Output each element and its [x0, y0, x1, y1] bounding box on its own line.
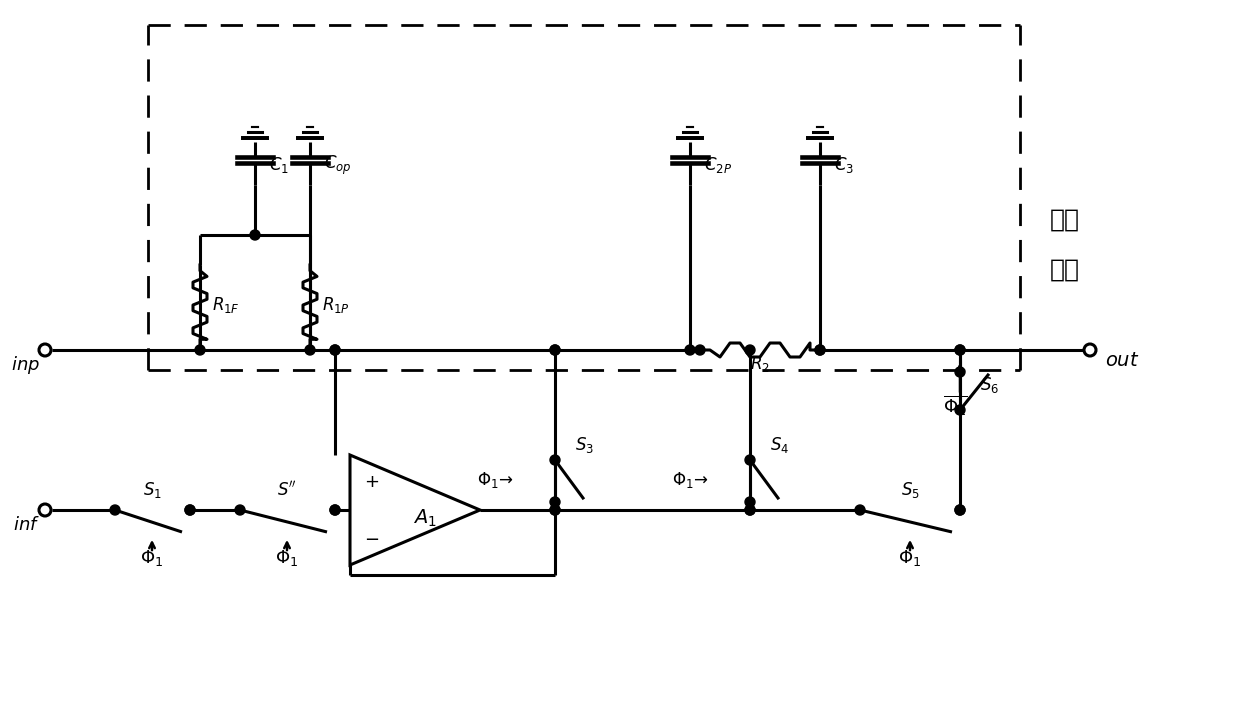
Circle shape — [38, 344, 51, 356]
Circle shape — [185, 505, 195, 515]
Text: $\Phi_1\!\rightarrow$: $\Phi_1\!\rightarrow$ — [672, 470, 708, 490]
Circle shape — [745, 505, 755, 515]
Circle shape — [305, 345, 315, 355]
Circle shape — [856, 505, 866, 515]
Text: $C_{2P}$: $C_{2P}$ — [704, 155, 732, 175]
Text: $+$: $+$ — [365, 473, 379, 491]
Circle shape — [815, 345, 825, 355]
Text: $C_{op}$: $C_{op}$ — [324, 153, 352, 176]
Text: $S_1$: $S_1$ — [143, 480, 161, 500]
Circle shape — [236, 505, 246, 515]
Circle shape — [955, 505, 965, 515]
Circle shape — [815, 345, 825, 355]
Text: $\overline{\Phi_1}$: $\overline{\Phi_1}$ — [942, 393, 967, 417]
Circle shape — [684, 345, 694, 355]
Circle shape — [330, 345, 340, 355]
Circle shape — [1084, 344, 1096, 356]
Text: $out$: $out$ — [1105, 350, 1140, 369]
Text: $inp$: $inp$ — [11, 354, 40, 376]
Circle shape — [955, 405, 965, 415]
Circle shape — [745, 497, 755, 507]
Circle shape — [551, 497, 560, 507]
Circle shape — [250, 230, 260, 240]
Text: $\Phi_1$: $\Phi_1$ — [899, 548, 921, 568]
Circle shape — [745, 345, 755, 355]
Text: 三阶: 三阶 — [1050, 258, 1080, 282]
Text: $S_4$: $S_4$ — [770, 435, 789, 455]
Text: $C_1$: $C_1$ — [269, 155, 289, 175]
Text: $S_6$: $S_6$ — [980, 375, 999, 395]
Circle shape — [330, 505, 340, 515]
Circle shape — [955, 345, 965, 355]
Text: $\Phi_1$: $\Phi_1$ — [275, 548, 299, 568]
Circle shape — [551, 345, 560, 355]
Circle shape — [185, 505, 195, 515]
Text: 滤波: 滤波 — [1050, 208, 1080, 232]
Text: $R_{1F}$: $R_{1F}$ — [212, 295, 239, 315]
Text: $S_3$: $S_3$ — [575, 435, 594, 455]
Text: $C_3$: $C_3$ — [835, 155, 854, 175]
Circle shape — [955, 505, 965, 515]
Circle shape — [551, 505, 560, 515]
Circle shape — [745, 455, 755, 465]
Text: $S_5$: $S_5$ — [900, 480, 919, 500]
Circle shape — [745, 505, 755, 515]
Circle shape — [694, 345, 706, 355]
Circle shape — [330, 505, 340, 515]
Circle shape — [330, 345, 340, 355]
Circle shape — [955, 367, 965, 377]
Circle shape — [110, 505, 120, 515]
Text: $inf$: $inf$ — [12, 516, 40, 534]
Text: $A_1$: $A_1$ — [413, 508, 436, 529]
Circle shape — [195, 345, 205, 355]
Circle shape — [955, 345, 965, 355]
Circle shape — [551, 505, 560, 515]
Text: $S''$: $S''$ — [277, 481, 298, 500]
Circle shape — [551, 345, 560, 355]
Text: $R_2$: $R_2$ — [750, 354, 770, 374]
Circle shape — [551, 455, 560, 465]
Text: $\Phi_1$: $\Phi_1$ — [140, 548, 164, 568]
Text: $-$: $-$ — [365, 529, 379, 547]
Text: $\Phi_1\!\rightarrow$: $\Phi_1\!\rightarrow$ — [476, 470, 513, 490]
Circle shape — [38, 504, 51, 516]
Text: $R_{1P}$: $R_{1P}$ — [322, 295, 350, 315]
